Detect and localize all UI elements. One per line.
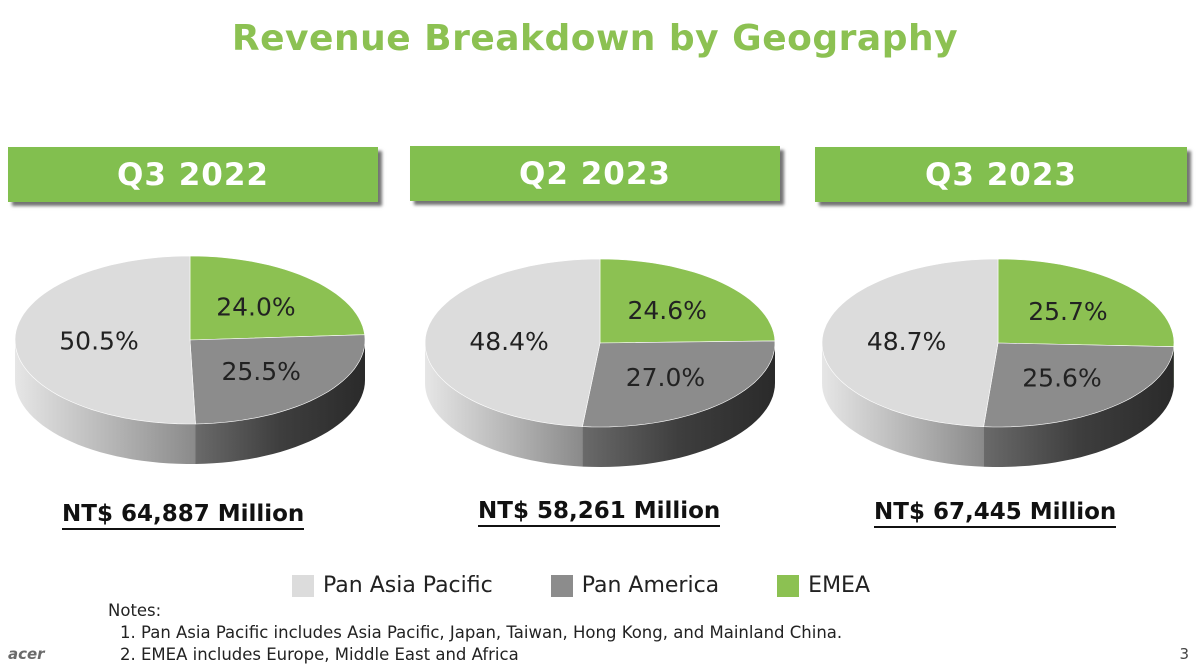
period-header-1: Q3 2022	[8, 147, 378, 202]
pie-slice-pan-asia-pacific	[424, 258, 601, 427]
notes-heading: Notes:	[108, 601, 162, 620]
notes-list: Pan Asia Pacific includes Asia Pacific, …	[108, 622, 842, 666]
pie-label-emea: 24.6%	[627, 296, 706, 325]
legend-label-pan-america: Pan America	[581, 573, 720, 598]
acer-logo: acer	[8, 645, 45, 663]
pie-side-pan-asia-pacific	[425, 343, 583, 467]
pie-side-pan-america	[195, 340, 365, 464]
pie-slice-pan-asia-pacific	[821, 258, 999, 428]
period-total-2: NT$ 58,261 Million	[478, 498, 721, 527]
page-title: Revenue Breakdown by Geography	[231, 18, 959, 59]
note-item-1: Pan Asia Pacific includes Asia Pacific, …	[141, 622, 842, 644]
period-header-2: Q2 2023	[410, 146, 780, 201]
pie-label-pan-asia-pacific: 50.5%	[59, 327, 138, 356]
note-item-2: EMEA includes Europe, Middle East and Af…	[141, 644, 842, 666]
pie-slice-pan-asia-pacific	[14, 255, 196, 425]
pie-chart-1: 24.0% 25.5% 50.5%	[14, 255, 366, 464]
pie-chart-2: 24.6% 27.0% 48.4%	[424, 258, 776, 467]
pie-slice-emea	[997, 258, 1175, 348]
pie-chart-3: 25.7% 25.6% 48.7%	[821, 258, 1175, 467]
notes: Notes: Pan Asia Pacific includes Asia Pa…	[108, 600, 842, 666]
pie-label-pan-asia-pacific: 48.7%	[867, 327, 946, 356]
period-total-3: NT$ 67,445 Million	[874, 499, 1117, 528]
pie-side-pan-america	[582, 343, 775, 467]
page-number: 3	[1179, 645, 1189, 663]
pie-slice-emea	[189, 255, 366, 341]
pie-side-pan-asia-pacific	[15, 340, 196, 464]
pie-label-pan-asia-pacific: 48.4%	[469, 327, 548, 356]
pie-slice-pan-america	[189, 334, 366, 425]
legend-item-emea: EMEA	[777, 573, 870, 598]
legend-item-pan-asia-pacific: Pan Asia Pacific	[292, 573, 493, 598]
legend-item-pan-america: Pan America	[550, 573, 720, 598]
legend-swatch-emea	[777, 574, 800, 597]
pie-label-pan-america: 27.0%	[626, 363, 705, 392]
pie-label-pan-america: 25.6%	[1022, 364, 1101, 393]
pie-label-emea: 25.7%	[1028, 297, 1107, 326]
pie-side-pan-asia-pacific	[822, 343, 984, 467]
legend: Pan Asia Pacific Pan America EMEA	[292, 573, 870, 598]
pie-slice-emea	[599, 258, 776, 344]
legend-swatch-pan-america	[550, 574, 573, 597]
legend-label-emea: EMEA	[808, 573, 871, 598]
legend-swatch-pan-asia-pacific	[292, 574, 314, 597]
pie-slice-pan-america	[582, 340, 776, 428]
pie-side-pan-america	[983, 346, 1174, 467]
pie-label-pan-america: 25.5%	[221, 357, 300, 386]
pie-label-emea: 24.0%	[216, 292, 295, 321]
period-header-3: Q3 2023	[815, 147, 1187, 202]
legend-label-pan-asia-pacific: Pan Asia Pacific	[323, 573, 493, 598]
period-total-1: NT$ 64,887 Million	[62, 501, 305, 530]
pie-slice-pan-america	[983, 342, 1175, 428]
